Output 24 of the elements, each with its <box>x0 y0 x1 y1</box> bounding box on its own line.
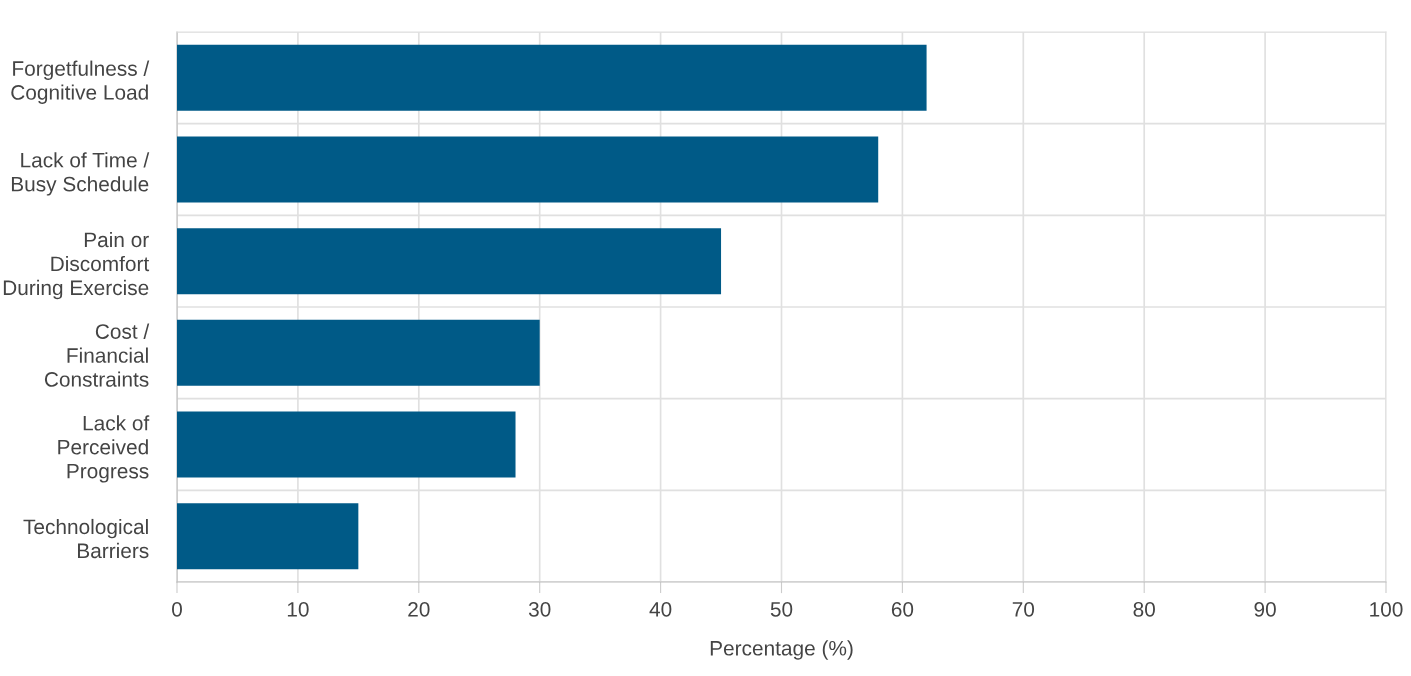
x-tick-label: 30 <box>528 601 551 617</box>
x-tick-label: 80 <box>1133 601 1155 617</box>
y-tick-label: Lack of Perceived Progress <box>58 415 150 483</box>
y-tick-label: Pain or Discomfort During Exercise <box>3 231 150 300</box>
y-tick-label: Cost / Financial Constraints <box>44 323 150 387</box>
x-tick-label: 60 <box>891 601 914 617</box>
bar <box>177 136 879 203</box>
bar <box>177 319 540 386</box>
y-tick-label: Forgetfulness / Cognitive Load <box>11 60 150 104</box>
x-tick-label: 10 <box>287 601 309 617</box>
x-tick-label: 0 <box>172 601 182 617</box>
bar <box>177 411 516 478</box>
x-tick-label: 70 <box>1012 601 1035 617</box>
x-tick-label: 90 <box>1254 601 1276 617</box>
x-tick-label: 50 <box>770 601 793 617</box>
x-axis-title: Percentage (%) <box>710 640 853 660</box>
x-tick-label: 20 <box>408 601 430 617</box>
bar <box>177 228 722 295</box>
bar <box>177 503 359 570</box>
y-tick-label: Lack of Time / Busy Schedule <box>11 152 150 196</box>
bar <box>177 44 927 111</box>
x-tick-label: 40 <box>649 601 672 617</box>
x-tick-label: 100 <box>1370 601 1403 617</box>
y-tick-label: Technological Barriers <box>23 518 149 559</box>
